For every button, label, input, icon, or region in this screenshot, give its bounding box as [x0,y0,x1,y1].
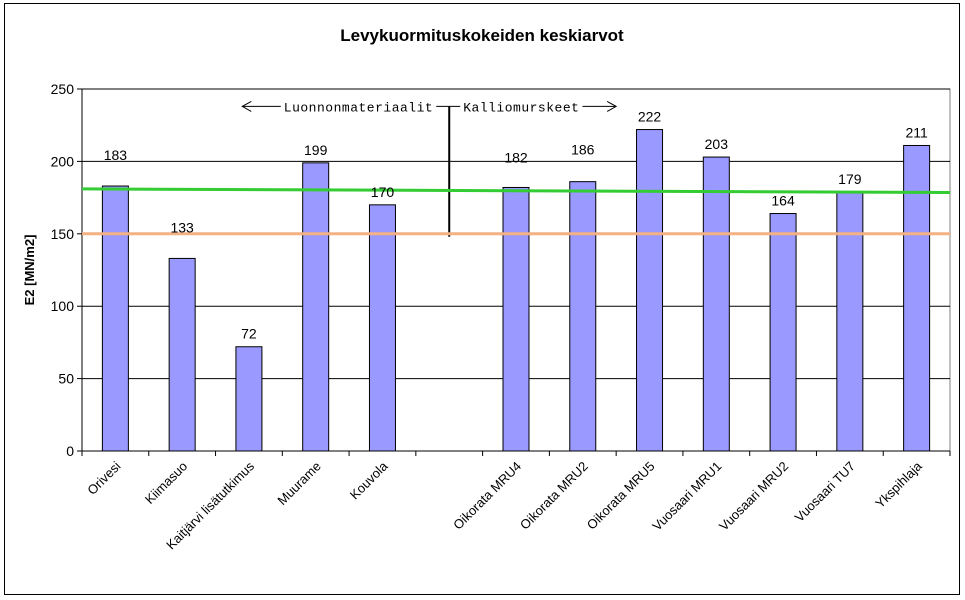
bar [636,129,664,452]
plot-area: 0 50 100 150 200 250 Luonnonmateriaalit Kalliom… [51,81,951,552]
right-arrowhead [606,100,618,112]
x-tick-label: Vuosaari TU7 [792,459,858,525]
bar [702,156,730,452]
x-tick-label: Kiimasuo [142,459,190,507]
y-tick-label: 150 [51,226,75,242]
x-tick-label: Kouvola [347,458,391,502]
left-group-label: Luonnonmateriaalit [284,100,433,115]
x-tick-label: Vuosaari MRU2 [716,459,791,534]
chart-title: Levykuormituskokeiden keskiarvot [340,26,624,45]
data-label: 203 [705,136,729,152]
data-label: 133 [170,219,194,235]
y-tick-label: 250 [51,81,75,97]
y-tick-label: 0 [66,443,74,459]
y-tick-label: 50 [58,371,74,387]
bar [302,162,330,452]
y-axis-label: E2 [MN/m2] [22,235,37,306]
bar [101,185,129,452]
data-label: 164 [771,193,795,209]
data-label: 222 [638,109,662,125]
x-tick-label: Muurame [274,459,323,508]
x-tick-label: Oikorata MRU2 [517,459,591,533]
right-group-label: Kalliomurskeet [463,100,579,115]
left-arrowhead [241,100,252,112]
data-label: 72 [241,326,257,342]
bar [769,213,797,452]
bar [569,181,597,452]
x-tick-label: Vuosaari MRU1 [649,459,724,534]
data-label: 199 [304,142,328,158]
bar [903,144,931,452]
x-tick-label: Oikorata MRU5 [584,459,658,533]
data-label: 186 [571,142,595,158]
label-background [460,99,583,117]
bar [168,257,196,452]
y-tick-label: 200 [51,153,75,169]
data-label: 211 [905,124,928,140]
data-label: 179 [838,171,862,187]
bar [235,346,263,452]
data-label: 182 [504,149,528,165]
x-tick-label: Oikorata MRU4 [450,459,524,533]
x-tick-label: Orivesi [84,458,123,497]
label-background [280,99,437,117]
reference-line [81,187,951,195]
x-tick-label: Ykspihlaja [872,458,925,511]
data-label: 183 [104,147,128,163]
bar [368,204,396,452]
data-label: 170 [371,184,395,200]
y-tick-label: 100 [51,298,75,314]
bar [502,186,530,452]
bar [836,191,864,452]
